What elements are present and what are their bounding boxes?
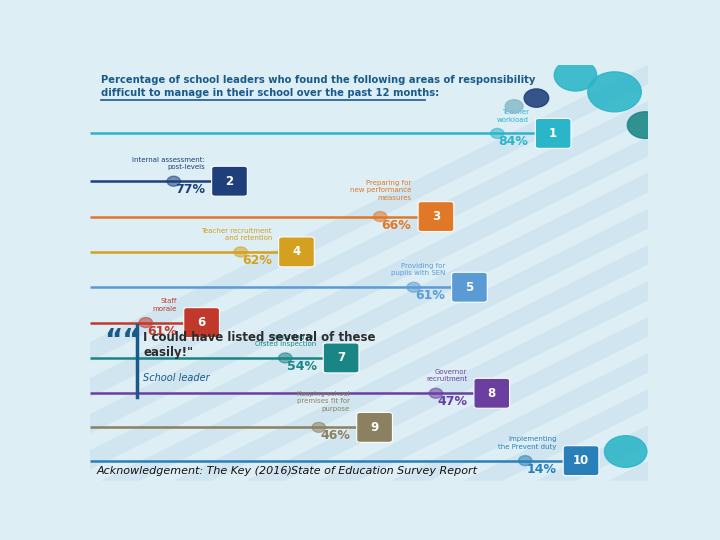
Text: I could have listed several of these
easily!": I could have listed several of these eas…: [143, 331, 376, 359]
Circle shape: [407, 282, 420, 292]
FancyBboxPatch shape: [474, 379, 510, 408]
Text: 62%: 62%: [242, 254, 272, 267]
Text: Staff
morale: Staff morale: [153, 298, 177, 312]
Circle shape: [167, 176, 181, 186]
Text: 6: 6: [197, 316, 206, 329]
FancyBboxPatch shape: [563, 446, 599, 476]
Polygon shape: [29, 65, 720, 481]
Polygon shape: [246, 65, 720, 481]
Text: Acknowledgement: The Key (2016): Acknowledgement: The Key (2016): [96, 465, 296, 476]
Circle shape: [588, 72, 642, 112]
Text: 8: 8: [487, 387, 496, 400]
Circle shape: [605, 436, 647, 467]
FancyBboxPatch shape: [212, 166, 248, 196]
Polygon shape: [609, 65, 720, 481]
Text: Teacher recruitment
and retention: Teacher recruitment and retention: [202, 227, 272, 241]
Circle shape: [279, 353, 292, 363]
Circle shape: [234, 247, 248, 257]
Circle shape: [554, 59, 597, 91]
Text: 47%: 47%: [437, 395, 467, 408]
Text: 9: 9: [371, 421, 379, 434]
Text: 1: 1: [549, 127, 557, 140]
Text: 46%: 46%: [320, 429, 350, 442]
Text: 77%: 77%: [175, 183, 205, 197]
Circle shape: [518, 456, 532, 465]
FancyBboxPatch shape: [323, 343, 359, 373]
Text: 61%: 61%: [415, 289, 445, 302]
Text: Governor
recruitment: Governor recruitment: [426, 369, 467, 382]
FancyBboxPatch shape: [356, 413, 392, 442]
Circle shape: [505, 100, 523, 113]
Text: Preparing for
new performance
measures: Preparing for new performance measures: [350, 180, 411, 201]
Circle shape: [490, 129, 504, 138]
Polygon shape: [392, 65, 720, 481]
FancyBboxPatch shape: [184, 308, 220, 338]
FancyBboxPatch shape: [535, 118, 571, 149]
Text: ““: ““: [104, 327, 140, 355]
Text: 14%: 14%: [526, 463, 557, 476]
Text: 4: 4: [292, 245, 300, 259]
Text: Percentage of school leaders who found the following areas of responsibility: Percentage of school leaders who found t…: [101, 75, 536, 85]
Text: difficult to manage in their school over the past 12 months:: difficult to manage in their school over…: [101, 88, 439, 98]
Text: Teacher
workload: Teacher workload: [497, 109, 528, 123]
Text: 66%: 66%: [382, 219, 411, 232]
Polygon shape: [536, 65, 720, 481]
FancyBboxPatch shape: [451, 272, 487, 302]
Circle shape: [627, 112, 663, 138]
FancyBboxPatch shape: [418, 201, 454, 232]
FancyBboxPatch shape: [279, 237, 315, 267]
Text: School leader: School leader: [143, 373, 210, 383]
Polygon shape: [0, 65, 720, 481]
Polygon shape: [0, 65, 720, 481]
Text: 3: 3: [432, 210, 440, 223]
Circle shape: [429, 388, 443, 399]
Text: Preparing for
Ofsted inspection: Preparing for Ofsted inspection: [256, 334, 317, 347]
Polygon shape: [319, 65, 720, 481]
Text: 7: 7: [337, 352, 345, 365]
Circle shape: [374, 212, 387, 221]
Polygon shape: [101, 65, 720, 481]
Text: 54%: 54%: [287, 360, 317, 373]
Text: State of Education Survey Report: State of Education Survey Report: [291, 465, 477, 476]
Text: 2: 2: [225, 175, 233, 188]
Text: 61%: 61%: [147, 325, 177, 338]
Text: Keeping school
premises fit for
purpose: Keeping school premises fit for purpose: [297, 390, 350, 411]
Circle shape: [524, 89, 549, 107]
Text: Internal assessment:
post-levels: Internal assessment: post-levels: [132, 157, 205, 171]
Text: Providing for
pupils with SEN: Providing for pupils with SEN: [390, 263, 445, 276]
Polygon shape: [681, 65, 720, 481]
Circle shape: [312, 422, 325, 433]
Polygon shape: [464, 65, 720, 481]
Polygon shape: [0, 65, 687, 481]
Circle shape: [139, 318, 153, 328]
Text: Implementing
the Prevent duty: Implementing the Prevent duty: [498, 436, 557, 450]
Text: 10: 10: [573, 454, 589, 467]
Polygon shape: [174, 65, 720, 481]
Text: 5: 5: [465, 281, 474, 294]
Text: 84%: 84%: [499, 136, 528, 148]
